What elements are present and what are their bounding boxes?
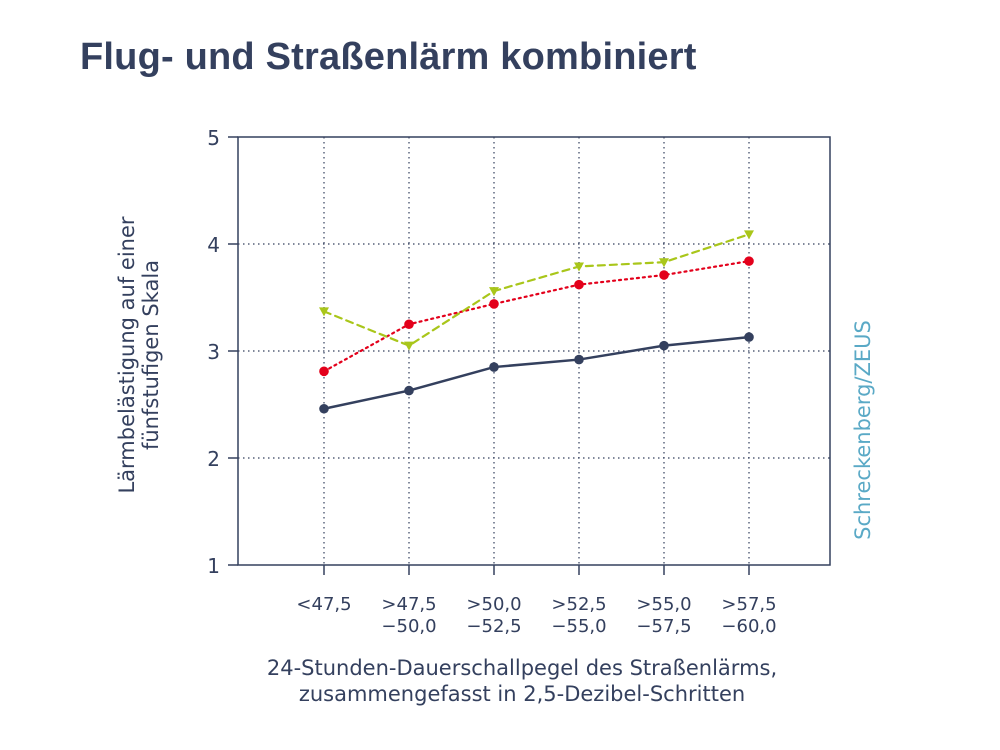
grid	[238, 137, 830, 565]
y-axis-ticks: 1 2 3 4 5	[207, 126, 238, 578]
series-3-line	[322, 233, 751, 347]
x-axis-label-line: 24-Stunden-Dauerschallpegel des Straßenl…	[267, 656, 777, 680]
series-1-point	[489, 362, 499, 372]
chart-title: Flug- und Straßenlärm kombiniert	[80, 36, 697, 78]
series-1-point	[659, 340, 669, 351]
x-tick-label: −57,5	[636, 616, 691, 637]
x-tick-label: >57,5	[721, 594, 776, 615]
y-tick-label: 1	[207, 554, 220, 578]
series-3-point	[319, 307, 329, 317]
series-group	[319, 230, 754, 414]
series-1-line	[322, 335, 751, 411]
series-1-point	[574, 354, 584, 365]
y-tick-label: 3	[207, 340, 220, 364]
x-tick-label: >50,0	[466, 594, 521, 615]
series-3-point	[659, 258, 669, 268]
series-1-point	[404, 385, 414, 396]
x-axis-ticks: <47,5 >47,5−50,0 >50,0−52,5 >52,5−55,0 >55,0…	[296, 565, 777, 637]
x-tick-label: >47,5	[381, 594, 436, 615]
series-2-point	[489, 299, 499, 309]
series-3-point	[404, 341, 414, 351]
y-axis-label-line: fünfstufigen Skala	[139, 260, 163, 450]
image-credit: Schreckenberg/ZEUS	[851, 320, 875, 540]
x-tick-label: >52,5	[551, 594, 606, 615]
x-axis-label-line: zusammengefasst in 2,5-Dezibel-Schritten	[299, 682, 745, 706]
y-axis-label-line: Lärmbelästigung auf einer	[115, 216, 139, 493]
series-2-point	[574, 279, 584, 290]
x-axis-label: 24-Stunden-Dauerschallpegel des Straßenl…	[267, 656, 777, 706]
y-axis-label: Lärmbelästigung auf einerfünfstufigen Sk…	[115, 216, 163, 493]
series-2-point	[744, 256, 754, 266]
series-2-point	[404, 319, 414, 330]
series-3-point	[744, 230, 754, 240]
series-1-point	[744, 332, 754, 342]
y-tick-label: 5	[207, 126, 220, 150]
series-2-line	[322, 260, 751, 373]
series-1-point	[319, 403, 329, 414]
y-tick-label: 4	[207, 233, 220, 257]
x-tick-label: −50,0	[381, 616, 436, 637]
x-tick-label: −60,0	[721, 616, 776, 637]
x-tick-label: −52,5	[466, 616, 521, 637]
x-tick-label: >55,0	[636, 594, 691, 615]
x-tick-label: <47,5	[296, 594, 351, 615]
series-2-point	[659, 270, 669, 280]
y-tick-label: 2	[207, 447, 220, 471]
series-2-point	[319, 366, 329, 377]
series-3-point	[574, 262, 584, 272]
series-3-point	[489, 287, 499, 297]
x-tick-label: −55,0	[551, 616, 606, 637]
